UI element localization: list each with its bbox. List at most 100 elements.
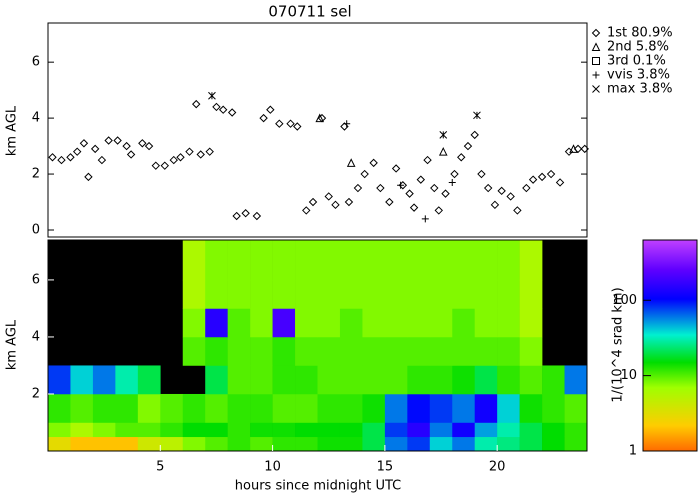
y-tick-label: 2: [32, 167, 40, 182]
point: [344, 197, 354, 207]
colorbar: [642, 239, 698, 452]
heat-cell: [227, 393, 251, 423]
heat-cell: [137, 393, 161, 423]
point: [259, 113, 268, 123]
point: [522, 183, 531, 193]
heat-cell: [317, 365, 341, 395]
plot-frame: [47, 239, 588, 452]
heat-cell: [542, 436, 565, 452]
point: [176, 153, 185, 162]
point: [227, 108, 237, 117]
colorbar-label: 1/(10^4 srad km): [611, 287, 626, 402]
heat-cell: [429, 422, 453, 438]
heat-cell: [429, 308, 453, 338]
heat-cell: [48, 436, 71, 452]
point: [573, 144, 583, 154]
heat-cell: [407, 308, 431, 338]
heat-cell: [339, 365, 363, 395]
point: [113, 136, 122, 145]
legend-symbol: [591, 28, 601, 38]
heat-cell: [227, 279, 251, 309]
heat-cell: [407, 422, 431, 438]
heat-cell: [474, 308, 498, 338]
y-tick-label: 4: [32, 111, 40, 126]
heat-cell: [429, 365, 453, 395]
heat-cell: [295, 422, 318, 438]
heat-cell: [384, 279, 408, 309]
heat-cell: [474, 422, 498, 438]
y-tick-label: 4: [32, 329, 40, 344]
point: [457, 153, 466, 162]
heat-cell: [272, 365, 296, 395]
point: [90, 144, 100, 154]
heat-cell: [250, 279, 273, 309]
heat-cell: [474, 279, 498, 309]
heat-cell: [250, 365, 273, 395]
heat-cell: [384, 422, 408, 438]
heat-cell: [452, 365, 476, 395]
point: [385, 197, 394, 207]
heat-cell: [564, 422, 588, 438]
x-tick-label: 20: [489, 460, 506, 475]
heat-cell: [519, 279, 543, 309]
heat-cell: [250, 336, 273, 366]
heat-cell: [429, 279, 453, 309]
point: [473, 111, 481, 120]
point: [151, 161, 161, 170]
heat-cell: [295, 279, 318, 309]
point: [346, 158, 356, 167]
heat-cell: [407, 436, 431, 452]
point: [546, 169, 556, 179]
heat-cell: [295, 393, 318, 423]
point: [416, 175, 426, 184]
heat-cell: [362, 279, 386, 309]
x-axis-label: hours since midnight UTC: [235, 479, 401, 494]
heat-cell: [205, 308, 228, 338]
heat-cell: [182, 393, 206, 423]
heat-cell: [542, 422, 565, 438]
point: [405, 189, 414, 198]
heat-cell: [182, 308, 206, 338]
colorbar-tick-label: 10: [620, 368, 637, 383]
heat-cell: [250, 393, 273, 423]
point: [423, 155, 432, 165]
legend-label: max 3.8%: [607, 82, 672, 97]
heat-cell: [317, 279, 341, 309]
point: [369, 158, 378, 168]
heat-cell: [497, 436, 520, 452]
point: [252, 211, 262, 221]
point: [72, 147, 82, 156]
heat-cell: [317, 393, 341, 423]
heat-cell: [519, 336, 543, 366]
heat-cell: [362, 436, 386, 452]
heat-cell: [519, 393, 543, 423]
heat-cell: [429, 240, 453, 281]
heat-cell: [115, 436, 139, 452]
heat-cell: [317, 422, 341, 438]
heat-cell: [497, 365, 520, 395]
point: [308, 197, 318, 207]
heat-cell: [250, 422, 273, 438]
point: [441, 189, 450, 198]
point: [477, 169, 486, 179]
heat-cell: [362, 365, 386, 395]
heat-cell: [227, 436, 251, 452]
heat-cell: [272, 422, 296, 438]
heat-cell: [497, 336, 520, 366]
heat-cell: [272, 336, 296, 366]
heat-cell: [429, 336, 453, 366]
heat-cell: [339, 240, 363, 281]
heat-cell: [115, 393, 139, 423]
point: [483, 183, 493, 193]
point: [353, 183, 363, 193]
heat-cell: [452, 393, 476, 423]
heat-cell: [272, 279, 296, 309]
heat-cell: [474, 365, 498, 395]
heat-cell: [339, 393, 363, 423]
heat-cell: [564, 393, 588, 423]
legend-symbol: [592, 57, 600, 65]
legend-symbol: [592, 85, 600, 93]
heat-cell: [497, 393, 520, 423]
heat-cell: [384, 308, 408, 338]
